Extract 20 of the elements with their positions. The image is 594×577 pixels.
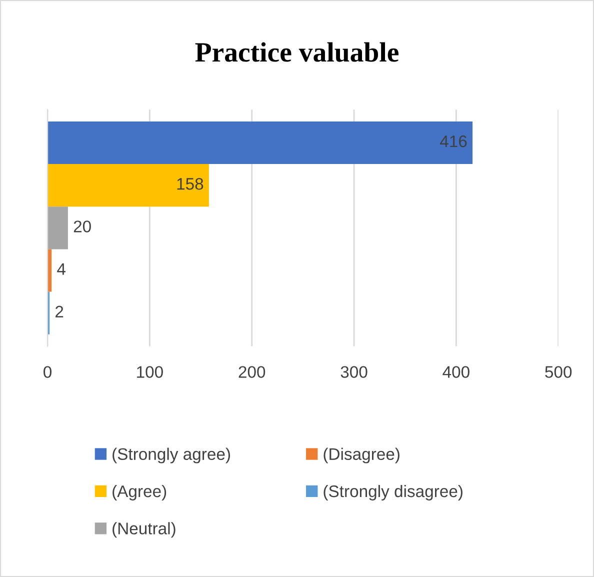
legend-label: (Strongly agree) <box>112 448 230 464</box>
bar <box>48 164 209 207</box>
legend-label: (Disagree) <box>324 448 400 464</box>
data-label: 20 <box>74 220 91 232</box>
x-tick-label: 100 <box>137 366 163 378</box>
x-tick-label: 500 <box>545 366 572 378</box>
data-label: 416 <box>440 135 467 148</box>
data-label: 158 <box>177 178 204 190</box>
x-tick-label: 200 <box>238 366 266 378</box>
data-label: 4 <box>57 263 66 275</box>
x-tick-label: 400 <box>442 366 470 378</box>
chart-title: Practice valuable <box>195 42 398 62</box>
bar <box>48 121 473 164</box>
legend-label: (Strongly disagree) <box>324 484 462 500</box>
legend-label: (Agree) <box>112 484 166 500</box>
data-label: 2 <box>56 306 64 318</box>
x-tick-label: 0 <box>44 366 52 378</box>
x-tick-label: 300 <box>340 366 368 378</box>
bar <box>48 206 68 250</box>
legend-label: (Neutral) <box>112 522 176 538</box>
